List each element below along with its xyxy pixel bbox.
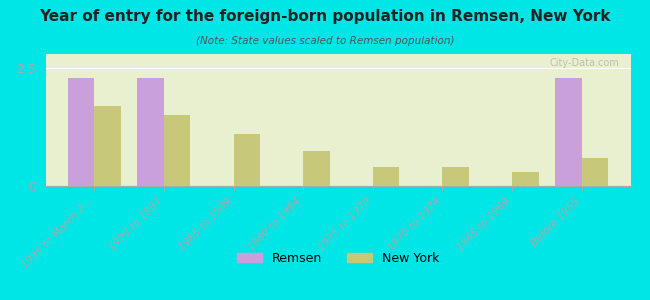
Bar	[137, 78, 164, 186]
Bar	[512, 172, 539, 186]
Bar	[164, 115, 190, 186]
Legend: Remsen, New York: Remsen, New York	[231, 247, 445, 269]
Text: City-Data.com: City-Data.com	[549, 58, 619, 68]
Text: Year of entry for the foreign-born population in Remsen, New York: Year of entry for the foreign-born popul…	[39, 9, 611, 24]
Bar	[373, 167, 399, 186]
Bar	[582, 158, 608, 186]
Text: (Note: State values scaled to Remsen population): (Note: State values scaled to Remsen pop…	[196, 36, 454, 46]
Bar	[68, 78, 94, 186]
Bar	[94, 106, 121, 186]
Bar	[233, 134, 260, 186]
Bar	[303, 151, 330, 186]
Bar	[443, 167, 469, 186]
Bar	[555, 78, 582, 186]
